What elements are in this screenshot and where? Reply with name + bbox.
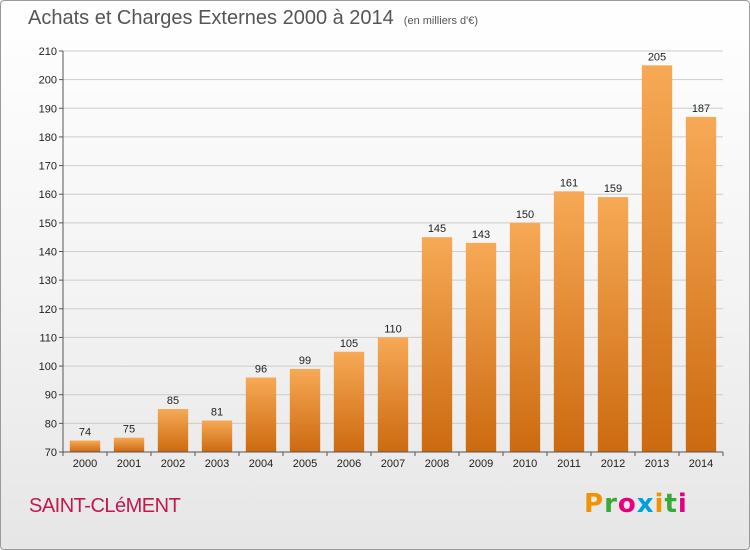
chart-title-text: Achats et Charges Externes 2000 à 2014 — [28, 7, 394, 29]
bar — [685, 116, 717, 452]
bar — [157, 409, 189, 452]
x-tick-label: 2002 — [161, 458, 185, 470]
y-tick-label: 90 — [45, 390, 57, 402]
y-tick-label: 180 — [39, 132, 57, 144]
bar-value-label: 205 — [648, 51, 666, 63]
bar — [245, 377, 277, 452]
bars — [69, 65, 717, 453]
proxiti-logo: Proxiti — [584, 489, 688, 519]
x-tick-label: 2001 — [117, 458, 141, 470]
bar — [597, 197, 629, 452]
x-tick-label: 2011 — [557, 458, 581, 470]
y-tick-label: 120 — [39, 304, 57, 316]
y-tick-label: 170 — [39, 161, 57, 173]
bar — [289, 368, 321, 452]
bar-value-label: 85 — [167, 395, 179, 407]
bar-value-label: 110 — [384, 323, 402, 335]
bar — [641, 65, 673, 453]
logo-letter: i — [654, 489, 665, 519]
y-tick-label: 140 — [39, 247, 57, 259]
logo-letter: o — [617, 489, 637, 519]
bar-value-label: 74 — [79, 427, 91, 439]
bar-value-label: 161 — [560, 177, 578, 189]
logo-letter: P — [584, 489, 605, 519]
x-tick-label: 2009 — [469, 458, 493, 470]
chart-unit: (en milliers d'€) — [403, 15, 479, 27]
axes: 7080901001101201301401501601701801902002… — [39, 46, 724, 470]
y-tick-label: 210 — [39, 46, 57, 58]
bar — [421, 237, 453, 452]
commune-name: SAINT-CLéMENT — [29, 495, 181, 517]
bar — [509, 222, 541, 452]
chart-title: Achats et Charges Externes 2000 à 2014 (e… — [28, 7, 478, 30]
y-tick-label: 130 — [39, 275, 57, 287]
bar — [465, 242, 497, 452]
logo-letter: i — [677, 489, 688, 519]
bar — [377, 337, 409, 452]
bar — [201, 420, 233, 452]
bar-value-label: 143 — [472, 229, 490, 241]
bar-value-label: 150 — [516, 209, 534, 221]
bar-value-label: 75 — [123, 424, 135, 436]
y-tick-label: 200 — [39, 75, 57, 87]
data-labels: 74 75 85 81 96 99 105 110 145 143 150 161 159 205 187 — [79, 51, 710, 438]
bar — [333, 351, 365, 452]
x-tick-label: 2004 — [249, 458, 273, 470]
logo-letter: r — [604, 489, 618, 519]
logo-letter: x — [636, 489, 655, 519]
y-tick-label: 160 — [39, 189, 57, 201]
y-tick-label: 70 — [45, 447, 57, 459]
bar-value-label: 99 — [299, 355, 311, 367]
x-tick-label: 2007 — [381, 458, 405, 470]
bar-value-label: 105 — [340, 338, 358, 350]
logo-letter: t — [664, 489, 678, 519]
bar-value-label: 159 — [604, 183, 622, 195]
x-tick-label: 2003 — [205, 458, 229, 470]
x-tick-label: 2008 — [425, 458, 449, 470]
y-tick-label: 150 — [39, 218, 57, 230]
x-tick-label: 2013 — [645, 458, 669, 470]
y-tick-label: 190 — [39, 103, 57, 115]
bar-value-label: 145 — [428, 223, 446, 235]
y-tick-label: 80 — [45, 418, 57, 430]
x-tick-label: 2000 — [73, 458, 97, 470]
bar — [553, 191, 585, 452]
y-tick-label: 110 — [39, 332, 57, 344]
y-tick-label: 100 — [39, 361, 57, 373]
x-tick-label: 2012 — [601, 458, 625, 470]
bar — [113, 437, 145, 452]
x-tick-label: 2005 — [293, 458, 317, 470]
bar-value-label: 187 — [692, 103, 710, 115]
x-tick-label: 2014 — [689, 458, 713, 470]
bar-value-label: 81 — [211, 406, 223, 418]
bar-value-label: 96 — [255, 364, 267, 376]
bar — [69, 440, 101, 452]
x-tick-label: 2010 — [513, 458, 537, 470]
x-tick-label: 2006 — [337, 458, 361, 470]
